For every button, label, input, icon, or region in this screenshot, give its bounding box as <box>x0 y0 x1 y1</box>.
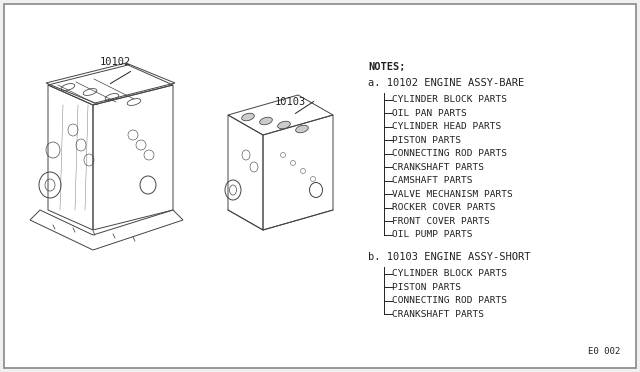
Text: 10103: 10103 <box>275 97 306 107</box>
Text: OIL PAN PARTS: OIL PAN PARTS <box>392 109 467 118</box>
Ellipse shape <box>296 125 308 133</box>
Text: CONNECTING ROD PARTS: CONNECTING ROD PARTS <box>392 149 507 158</box>
Text: PISTON PARTS: PISTON PARTS <box>392 136 461 145</box>
Text: CAMSHAFT PARTS: CAMSHAFT PARTS <box>392 176 472 185</box>
Ellipse shape <box>278 121 291 129</box>
Text: VALVE MECHANISM PARTS: VALVE MECHANISM PARTS <box>392 190 513 199</box>
Text: a. 10102 ENGINE ASSY-BARE: a. 10102 ENGINE ASSY-BARE <box>368 78 524 88</box>
Text: CONNECTING ROD PARTS: CONNECTING ROD PARTS <box>392 296 507 305</box>
Text: b. 10103 ENGINE ASSY-SHORT: b. 10103 ENGINE ASSY-SHORT <box>368 252 531 262</box>
Text: PISTON PARTS: PISTON PARTS <box>392 283 461 292</box>
Ellipse shape <box>242 113 254 121</box>
Ellipse shape <box>260 117 273 125</box>
Text: CYLINDER BLOCK PARTS: CYLINDER BLOCK PARTS <box>392 95 507 104</box>
Text: 10102: 10102 <box>99 57 131 67</box>
Text: NOTES;: NOTES; <box>368 62 406 72</box>
Text: E0 002: E0 002 <box>588 347 620 356</box>
Text: CYLINDER BLOCK PARTS: CYLINDER BLOCK PARTS <box>392 269 507 279</box>
Text: OIL PUMP PARTS: OIL PUMP PARTS <box>392 230 472 239</box>
Text: ROCKER COVER PARTS: ROCKER COVER PARTS <box>392 203 495 212</box>
Text: FRONT COVER PARTS: FRONT COVER PARTS <box>392 217 490 226</box>
Text: CRANKSHAFT PARTS: CRANKSHAFT PARTS <box>392 310 484 319</box>
Text: CYLINDER HEAD PARTS: CYLINDER HEAD PARTS <box>392 122 501 131</box>
Text: CRANKSHAFT PARTS: CRANKSHAFT PARTS <box>392 163 484 172</box>
